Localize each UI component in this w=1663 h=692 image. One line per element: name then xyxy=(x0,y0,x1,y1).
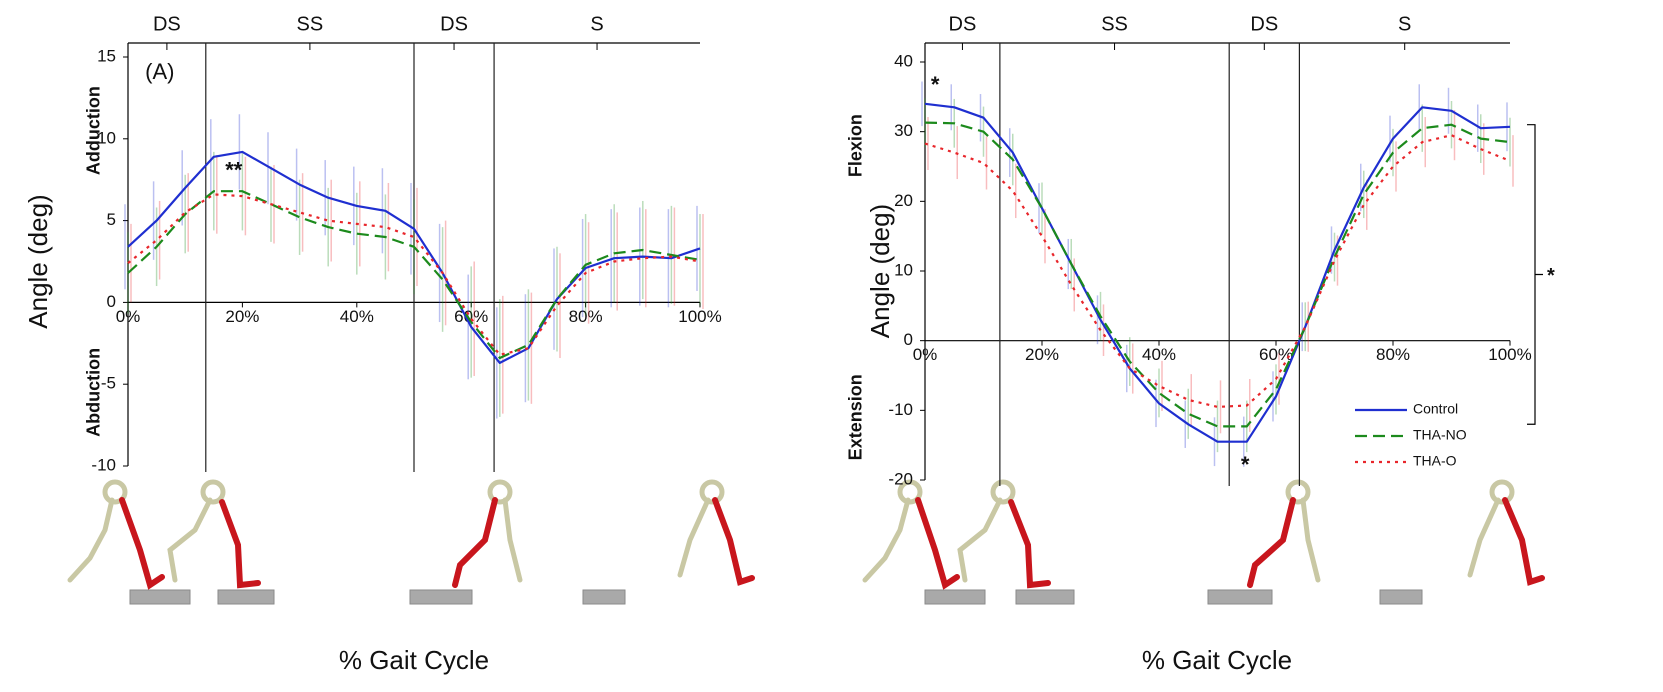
x-tick-label: 80% xyxy=(569,307,603,326)
significance-bracket xyxy=(1527,124,1543,425)
x-tick-label: 0% xyxy=(116,307,141,326)
x-tick-label: 60% xyxy=(1259,345,1293,364)
y-tick-label: 0 xyxy=(107,292,116,311)
series-line xyxy=(924,134,1511,408)
skeletons xyxy=(67,479,1515,583)
series-line xyxy=(127,190,701,360)
y-tick-label: 10 xyxy=(894,260,913,279)
x-axis-title: % Gait Cycle xyxy=(1142,645,1292,675)
phase-label: DS xyxy=(153,13,181,35)
bracket-label: * xyxy=(1547,265,1555,287)
y-tick-label: 10 xyxy=(97,128,116,147)
annotation: * xyxy=(1241,452,1250,477)
side-label: Adduction xyxy=(84,86,104,175)
legend-label: THA-NO xyxy=(1413,427,1467,443)
phase-label: SS xyxy=(297,13,324,35)
phase-label: SS xyxy=(1101,13,1128,35)
phase-label: DS xyxy=(949,13,977,35)
x-tick-label: 0% xyxy=(913,345,938,364)
annotation: (A) xyxy=(145,59,174,84)
series-line xyxy=(127,150,701,364)
x-tick-label: 100% xyxy=(1488,345,1531,364)
legend-label: Control xyxy=(1413,401,1458,417)
y-tick-label: -10 xyxy=(91,455,116,474)
y-tick-label: 0 xyxy=(904,330,913,349)
x-tick-label: 80% xyxy=(1376,345,1410,364)
gait-illustrations xyxy=(67,479,1545,605)
y-tick-label: -20 xyxy=(888,469,913,488)
phase-label: S xyxy=(1398,13,1411,35)
y-tick-label: 15 xyxy=(97,46,116,65)
x-tick-label: 20% xyxy=(1025,345,1059,364)
phase-label: S xyxy=(590,13,603,35)
y-tick-label: -10 xyxy=(888,400,913,419)
highlighted-legs xyxy=(119,497,1545,590)
platforms xyxy=(129,589,1423,605)
legend-label: THA-O xyxy=(1413,453,1457,469)
y-axis-title: Angle (deg) xyxy=(23,194,53,328)
y-axis-title: Angle (deg) xyxy=(865,204,895,338)
x-axis-title: % Gait Cycle xyxy=(339,645,489,675)
annotation: ** xyxy=(225,157,243,182)
y-tick-label: 40 xyxy=(894,51,913,70)
side-label: Abduction xyxy=(84,348,104,437)
x-tick-label: 40% xyxy=(340,307,374,326)
side-label: Flexion xyxy=(846,114,866,177)
y-tick-label: 30 xyxy=(894,121,913,140)
series-line xyxy=(924,102,1511,443)
x-tick-label: 40% xyxy=(1142,345,1176,364)
y-tick-label: 20 xyxy=(894,191,913,210)
annotation: * xyxy=(931,72,940,97)
series-line xyxy=(924,121,1511,428)
phase-label: DS xyxy=(440,13,468,35)
x-tick-label: 100% xyxy=(678,307,721,326)
y-tick-label: -5 xyxy=(101,374,116,393)
phase-label: DS xyxy=(1250,13,1278,35)
chart: -20 -10 0 10 20 30 40 0% 20% 40% 60% 80% 100% DS SS DS S… xyxy=(846,13,1555,675)
x-tick-label: 20% xyxy=(225,307,259,326)
side-label: Extension xyxy=(846,374,866,460)
y-tick-label: 5 xyxy=(107,210,116,229)
